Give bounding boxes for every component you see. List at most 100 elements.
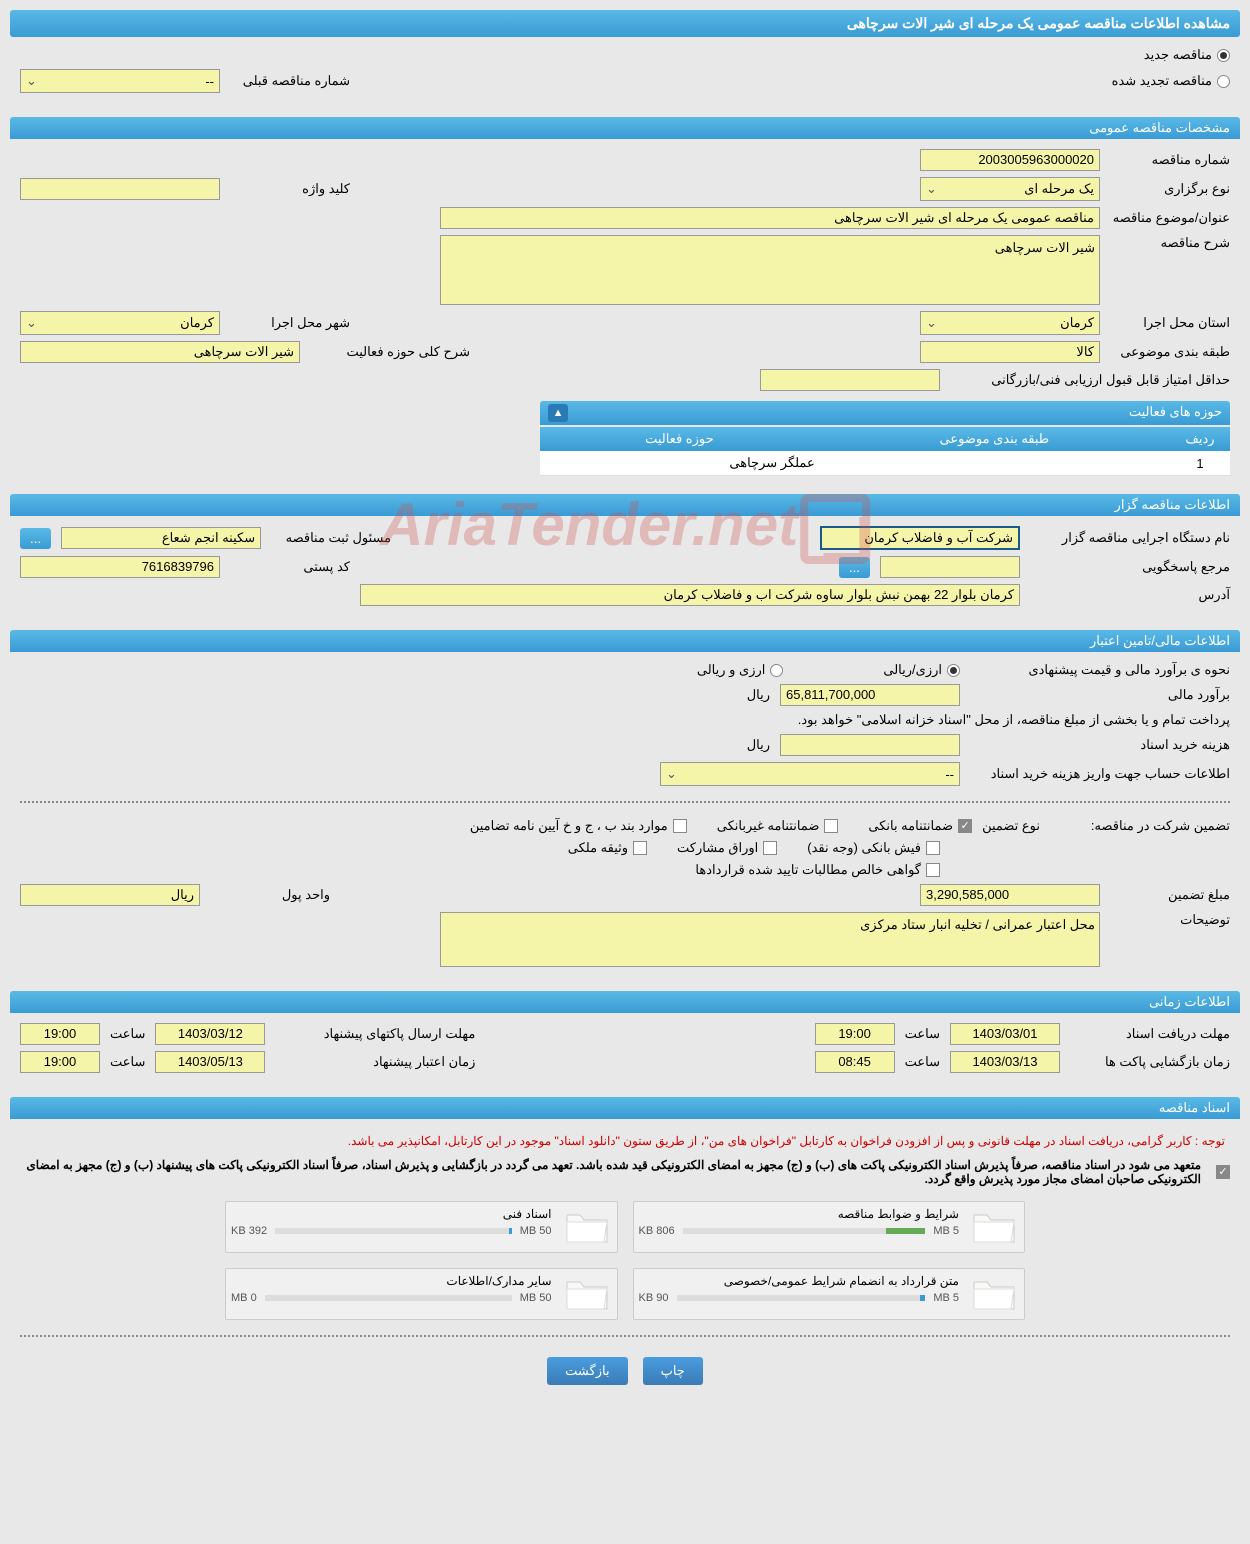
time-label: ساعت <box>110 1026 145 1042</box>
min-score-field[interactable] <box>760 369 940 391</box>
radio-icon <box>947 664 960 677</box>
check-icon <box>958 819 972 833</box>
province-select[interactable]: کرمان <box>920 311 1100 335</box>
radio-label: ارزی و ریالی <box>697 662 766 678</box>
file-capacity: 50 MB <box>520 1292 552 1304</box>
note-commit: متعهد می شود در اسناد مناقصه، صرفاً پذیر… <box>20 1153 1206 1191</box>
file-capacity: 50 MB <box>520 1225 552 1237</box>
estimate-label: برآورد مالی <box>970 687 1230 703</box>
prev-tender-select[interactable]: -- <box>20 69 220 93</box>
chk-bank-guarantee[interactable]: ضمانتنامه بانکی <box>868 818 972 834</box>
chk-label: ضمانتنامه غیربانکی <box>717 818 820 834</box>
radio-currency-rial[interactable]: ارزی و ریالی <box>697 662 784 678</box>
hold-type-select[interactable]: یک مرحله ای <box>920 177 1100 201</box>
radio-label: مناقصه تجدید شده <box>1112 73 1212 89</box>
activity-desc-field[interactable]: شیر الات سرچاهی <box>20 341 300 363</box>
postal-label: کد پستی <box>230 559 350 575</box>
explanation-field[interactable]: محل اعتبار عمرانی / تخلیه انبار ستاد مرک… <box>440 912 1100 967</box>
address-label: آدرس <box>1030 587 1230 603</box>
radio-new-tender[interactable]: مناقصه جدید <box>1144 47 1230 63</box>
file-bar-fill <box>886 1228 925 1234</box>
env-send-label: مهلت ارسال پاکتهای پیشنهاد <box>275 1026 475 1042</box>
chk-label: فیش بانکی (وجه نقد) <box>807 840 921 856</box>
doc-recv-date: 1403/03/01 <box>950 1023 1060 1045</box>
explanation-label: توضیحات <box>1110 912 1230 928</box>
keyword-field[interactable] <box>20 178 220 200</box>
env-open-date: 1403/03/13 <box>950 1051 1060 1073</box>
doc-fee-field[interactable] <box>780 734 960 756</box>
radio-label: ارزی/ریالی <box>883 662 942 678</box>
description-field[interactable]: شیر الات سرچاهی <box>440 235 1100 305</box>
file-item[interactable]: اسناد فنی 50 MB 392 KB <box>225 1201 618 1253</box>
page-title: مشاهده اطلاعات مناقصه عمومی یک مرحله ای … <box>10 10 1240 37</box>
unit-label: ریال <box>747 737 770 753</box>
file-item[interactable]: سایر مدارک/اطلاعات 50 MB 0 MB <box>225 1268 618 1320</box>
time-label: ساعت <box>110 1054 145 1070</box>
check-icon <box>926 863 940 877</box>
chk-nonbank-guarantee[interactable]: ضمانتنامه غیربانکی <box>717 818 839 834</box>
postal-field: 7616839796 <box>20 556 220 578</box>
radio-rial[interactable]: ارزی/ریالی <box>883 662 960 678</box>
check-icon <box>763 841 777 855</box>
activity-title: حوزه های فعالیت <box>1129 404 1222 422</box>
back-button[interactable]: بازگشت <box>547 1357 627 1385</box>
activity-desc-label: شرح کلی حوزه فعالیت <box>310 344 470 360</box>
time-label: ساعت <box>905 1026 940 1042</box>
chk-participation[interactable]: اوراق مشارکت <box>677 840 777 856</box>
chk-label: ضمانتنامه بانکی <box>868 818 953 834</box>
category-field[interactable]: کالا <box>920 341 1100 363</box>
collapse-icon[interactable]: ▲ <box>548 404 568 422</box>
validity-time: 19:00 <box>20 1051 100 1073</box>
min-score-label: حداقل امتیاز قابل قبول ارزیابی فنی/بازرگ… <box>950 372 1230 388</box>
file-bar-fill <box>920 1295 925 1301</box>
check-icon <box>673 819 687 833</box>
address-field[interactable]: کرمان بلوار 22 بهمن نبش بلوار ساوه شرکت … <box>360 584 1020 606</box>
registrar-label: مسئول ثبت مناقصه <box>271 530 391 546</box>
chk-label: گواهی خالص مطالبات تایید شده قراردادها <box>695 862 921 878</box>
subject-field[interactable]: مناقصه عمومی یک مرحله ای شیر الات سرچاهی <box>440 207 1100 229</box>
chk-property[interactable]: وثیقه ملکی <box>568 840 647 856</box>
chk-contract-cert[interactable]: گواهی خالص مطالبات تایید شده قراردادها <box>695 862 940 878</box>
city-select[interactable]: کرمان <box>20 311 220 335</box>
file-size: 90 KB <box>639 1292 669 1304</box>
col-activity: حوزه فعالیت <box>540 427 819 451</box>
file-title: متن قرارداد به انضمام شرایط عمومی/خصوصی <box>639 1274 960 1288</box>
file-size: 806 KB <box>639 1225 675 1237</box>
chk-regulation[interactable]: موارد بند ب ، ج و خ آیین نامه تضامین <box>470 818 687 834</box>
activity-header: حوزه های فعالیت ▲ <box>540 401 1230 425</box>
env-send-date: 1403/03/12 <box>155 1023 265 1045</box>
more-button-2[interactable]: ... <box>839 557 870 578</box>
more-button[interactable]: ... <box>20 528 51 549</box>
note-red: توجه : کاربر گرامی، دریافت اسناد در مهلت… <box>20 1129 1230 1153</box>
col-category: طبقه بندی موضوعی <box>819 427 1170 451</box>
env-open-label: زمان بازگشایی پاکت ها <box>1070 1054 1230 1070</box>
chk-label: اوراق مشارکت <box>677 840 758 856</box>
tender-no-field: 2003005963000020 <box>920 149 1100 171</box>
file-grid: شرایط و ضوابط مناقصه 5 MB 806 KB اسناد ف… <box>225 1201 1025 1320</box>
file-capacity: 5 MB <box>933 1292 959 1304</box>
file-title: سایر مدارک/اطلاعات <box>231 1274 552 1288</box>
chk-bank-receipt[interactable]: فیش بانکی (وجه نقد) <box>807 840 940 856</box>
estimate-field: 65,811,700,000 <box>780 684 960 706</box>
file-item[interactable]: شرایط و ضوابط مناقصه 5 MB 806 KB <box>633 1201 1026 1253</box>
subject-label: عنوان/موضوع مناقصه <box>1110 210 1230 226</box>
account-select[interactable]: -- <box>660 762 960 786</box>
file-size: 0 MB <box>231 1292 257 1304</box>
file-capacity: 5 MB <box>933 1225 959 1237</box>
chk-label: موارد بند ب ، ج و خ آیین نامه تضامین <box>470 818 668 834</box>
responder-field[interactable] <box>880 556 1020 578</box>
radio-icon <box>1217 75 1230 88</box>
file-item[interactable]: متن قرارداد به انضمام شرایط عمومی/خصوصی … <box>633 1268 1026 1320</box>
print-button[interactable]: چاپ <box>643 1357 703 1385</box>
check-icon <box>926 841 940 855</box>
guarantee-amount-field: 3,290,585,000 <box>920 884 1100 906</box>
description-label: شرح مناقصه <box>1110 235 1230 251</box>
commit-check-icon[interactable] <box>1216 1165 1230 1179</box>
time-label: ساعت <box>905 1054 940 1070</box>
radio-renewed-tender[interactable]: مناقصه تجدید شده <box>1112 73 1230 89</box>
file-title: اسناد فنی <box>231 1207 552 1221</box>
env-send-time: 19:00 <box>20 1023 100 1045</box>
org-name-field: شرکت آب و فاضلاب کرمان <box>820 526 1020 550</box>
guarantee-label: تضمین شرکت در مناقصه: <box>1050 818 1230 834</box>
file-bar <box>677 1295 926 1301</box>
